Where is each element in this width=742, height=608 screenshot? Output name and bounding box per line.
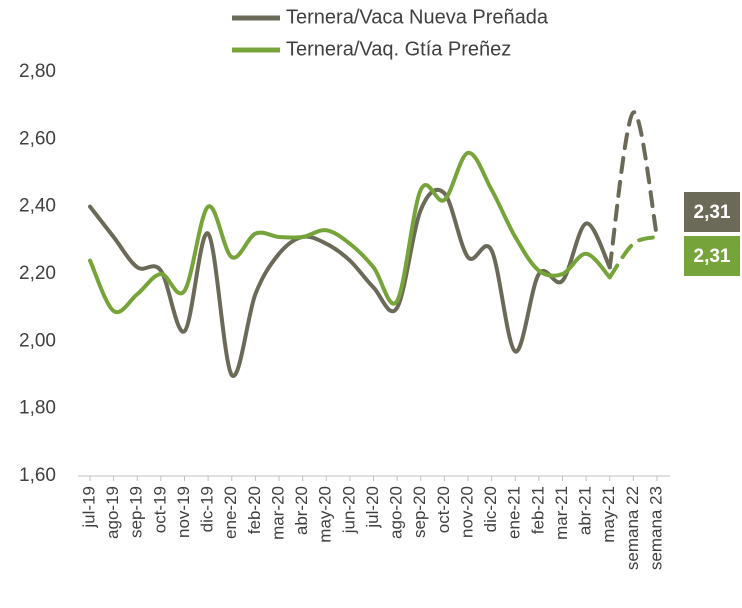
x-tick-label: ene-20	[221, 486, 240, 539]
x-tick-label: oct-19	[150, 486, 169, 533]
x-tick-label: jul-20	[363, 486, 382, 529]
end-label: 2,31	[694, 246, 731, 267]
x-tick-label: mar-20	[268, 486, 287, 540]
x-tick-label: jun-20	[339, 486, 358, 534]
x-tick-label: sep-19	[127, 486, 146, 538]
y-tick-label: 1,80	[19, 398, 56, 419]
series-line	[88, 187, 612, 378]
x-tick-label: mar-21	[552, 486, 571, 540]
x-tick-label: nov-20	[457, 486, 476, 538]
series-line	[88, 150, 612, 315]
x-tick-label: semana 23	[646, 486, 665, 570]
y-tick-label: 2,60	[19, 128, 56, 149]
y-tick-label: 2,00	[19, 330, 56, 351]
y-tick-label: 2,40	[19, 196, 56, 217]
x-tick-label: feb-21	[528, 486, 547, 534]
x-tick-label: may-21	[599, 486, 618, 543]
x-tick-label: ago-20	[387, 486, 406, 539]
x-tick-label: abr-21	[576, 486, 595, 535]
x-tick-label: oct-20	[434, 486, 453, 533]
y-tick-label: 2,80	[19, 61, 56, 82]
legend-label: Ternera/Vaca Nueva Preñada	[286, 6, 549, 28]
x-tick-label: may-20	[316, 486, 335, 543]
x-tick-label: nov-19	[174, 486, 193, 538]
x-tick-label: jul-19	[79, 486, 98, 529]
x-tick-label: sep-20	[410, 486, 429, 538]
end-label-box	[684, 192, 740, 232]
x-tick-label: ene-21	[505, 486, 524, 539]
x-tick-label: abr-20	[292, 486, 311, 535]
y-tick-label: 1,60	[19, 465, 56, 486]
y-tick-label: 2,20	[19, 263, 56, 284]
end-label-box	[684, 236, 740, 276]
x-tick-label: dic-19	[198, 486, 217, 532]
x-tick-label: semana 22	[623, 486, 642, 570]
legend-label: Ternera/Vaq. Gtía Preñez	[286, 38, 511, 60]
x-tick-label: dic-20	[481, 486, 500, 532]
end-label: 2,31	[694, 202, 731, 223]
projection-line	[607, 234, 659, 280]
x-tick-label: feb-20	[245, 486, 264, 534]
projection-line	[607, 110, 659, 270]
x-tick-label: ago-19	[103, 486, 122, 539]
